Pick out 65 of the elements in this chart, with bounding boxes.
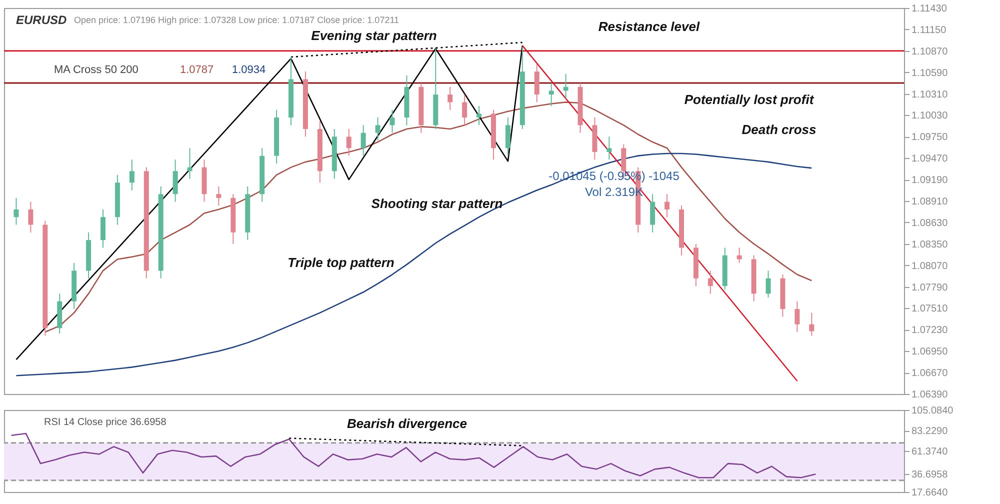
- candlestick: [794, 300, 800, 332]
- candlestick: [375, 117, 380, 141]
- candlestick: [650, 194, 656, 233]
- y-tick-label: 1.10310: [912, 89, 948, 100]
- y-tick-label: 1.06950: [912, 346, 948, 358]
- candlestick: [736, 247, 742, 264]
- annotation: Evening star pattern: [311, 28, 437, 43]
- y-tick-label: 1.09190: [912, 175, 948, 186]
- y-tick-label: 1.07790: [912, 282, 948, 294]
- annotation: Bearish divergence: [347, 416, 467, 431]
- candlestick: [346, 128, 352, 156]
- y-tick-label: 1.09470: [912, 154, 948, 165]
- y-tick-label: 61.3740: [912, 446, 948, 458]
- y-tick-label: 1.08350: [912, 239, 948, 250]
- y-tick-label: 1.10030: [912, 110, 948, 122]
- y-tick-label: 1.06670: [912, 368, 948, 380]
- candlestick: [606, 136, 612, 160]
- candlestick: [563, 73, 568, 99]
- y-tick-label: 1.11150: [912, 24, 947, 36]
- candlestick: [216, 186, 222, 206]
- annotation: Resistance level: [598, 19, 700, 34]
- candlestick: [129, 159, 134, 191]
- candlestick: [505, 117, 510, 156]
- y-tick-label: 1.08630: [912, 218, 948, 229]
- y-tick-label: 36.6958: [912, 470, 948, 481]
- annotation: Death cross: [742, 122, 816, 137]
- candlestick: [390, 109, 395, 134]
- annotation: Triple top pattern: [288, 255, 394, 270]
- line-series: [16, 44, 524, 360]
- text: RSI 14 Close price 36.6958: [44, 417, 167, 428]
- legend-title: MA Cross 50 200: [54, 64, 138, 76]
- text: 1.0934: [232, 64, 266, 76]
- y-tick-label: 1.07510: [912, 304, 948, 315]
- y-tick-label: 1.10590: [912, 68, 948, 79]
- y-tick-label: 1.08910: [912, 196, 948, 208]
- y-tick-label: 1.09750: [912, 132, 948, 144]
- annotation: Shooting star pattern: [371, 196, 503, 211]
- candlestick: [100, 208, 106, 248]
- candlestick: [360, 124, 366, 156]
- candlestick: [809, 312, 814, 336]
- candlestick: [462, 94, 468, 126]
- candlestick: [766, 270, 771, 298]
- y-tick-label: 17.6640: [912, 488, 948, 498]
- text: Open price: 1.07196 High price: 1.07328 Low price: 1.07187 Close price: 1.07211: [74, 15, 400, 25]
- y-tick-label: 1.06390: [912, 390, 948, 400]
- candlestick: [14, 197, 19, 226]
- candlestick: [28, 201, 34, 233]
- annotation: Potentially lost profit: [684, 92, 814, 107]
- y-tick-label: 1.11430: [912, 4, 948, 14]
- candlestick: [476, 106, 482, 126]
- y-tick-label: 1.07230: [912, 325, 948, 336]
- text: 1.0787: [180, 64, 214, 76]
- candlestick: [708, 270, 713, 294]
- y-tick-label: 1.10870: [912, 46, 948, 58]
- y-tick-label: 1.08070: [912, 260, 948, 272]
- candlestick: [664, 194, 670, 218]
- candlestick: [172, 159, 178, 202]
- y-tick-label: 105.0840: [912, 406, 954, 416]
- candlestick: [548, 82, 554, 107]
- candlestick: [448, 86, 453, 110]
- chart-title: EURUSD: [16, 13, 68, 27]
- candlestick: [534, 63, 540, 103]
- line-series: [10, 432, 816, 478]
- y-tick-label: 83.2290: [912, 426, 948, 437]
- candlestick: [187, 148, 192, 180]
